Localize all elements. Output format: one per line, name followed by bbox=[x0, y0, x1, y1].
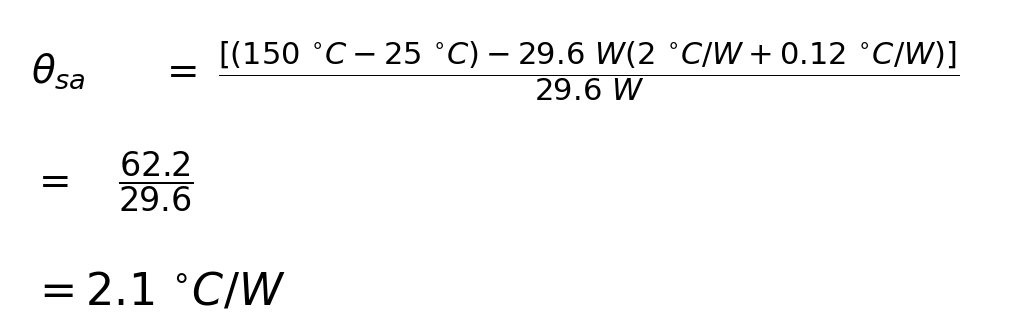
Text: $\dfrac{62.2}{29.6}$: $\dfrac{62.2}{29.6}$ bbox=[118, 149, 194, 214]
Text: $\dfrac{[(150\ ^{\circ}C-25\ ^{\circ}C)-29.6\ W(2\ ^{\circ}C/W+0.12\ ^{\circ}C/W: $\dfrac{[(150\ ^{\circ}C-25\ ^{\circ}C)-… bbox=[218, 40, 959, 103]
Text: $= 2.1\ ^{\circ}C/W$: $= 2.1\ ^{\circ}C/W$ bbox=[31, 270, 285, 313]
Text: $=$: $=$ bbox=[31, 162, 69, 201]
Text: $=$: $=$ bbox=[159, 52, 197, 90]
Text: $\theta_{sa}$: $\theta_{sa}$ bbox=[31, 52, 86, 91]
